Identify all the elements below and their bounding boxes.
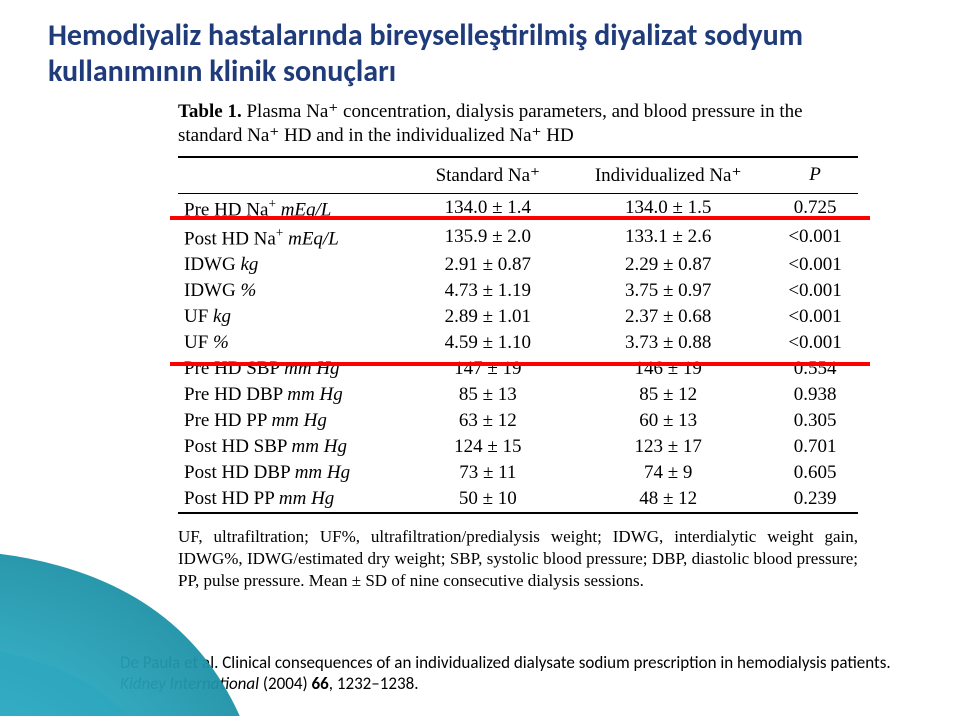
cell-ind: 2.37 ± 0.68	[564, 304, 772, 330]
cell-std: 73 ± 11	[411, 460, 564, 486]
cell-p: <0.001	[772, 223, 858, 252]
citation: De Paula et al. Clinical consequences of…	[120, 652, 912, 695]
cell-std: 63 ± 12	[411, 408, 564, 434]
cell-param: UF %	[178, 330, 411, 356]
cell-ind: 3.73 ± 0.88	[564, 330, 772, 356]
cell-std: 124 ± 15	[411, 434, 564, 460]
cell-std: 147 ± 19	[411, 356, 564, 382]
cell-param: Post HD Na+ mEq/L	[178, 223, 411, 252]
cell-ind: 85 ± 12	[564, 382, 772, 408]
table-caption: Table 1. Plasma Na⁺ concentration, dialy…	[178, 100, 858, 148]
cell-param: Post HD DBP mm Hg	[178, 460, 411, 486]
cell-ind: 74 ± 9	[564, 460, 772, 486]
cell-std: 2.91 ± 0.87	[411, 252, 564, 278]
cell-param: Pre HD PP mm Hg	[178, 408, 411, 434]
cell-param: IDWG kg	[178, 252, 411, 278]
citation-pages: , 1232–1238.	[329, 673, 419, 694]
table-row: UF %4.59 ± 1.103.73 ± 0.88<0.001	[178, 330, 858, 356]
cell-p: <0.001	[772, 304, 858, 330]
cell-p: <0.001	[772, 252, 858, 278]
citation-volume: 66	[312, 673, 329, 694]
table-container: Table 1. Plasma Na⁺ concentration, dialy…	[178, 100, 858, 591]
cell-param: UF kg	[178, 304, 411, 330]
table-row: Post HD Na+ mEq/L135.9 ± 2.0133.1 ± 2.6<…	[178, 223, 858, 252]
cell-std: 2.89 ± 1.01	[411, 304, 564, 330]
cell-std: 135.9 ± 2.0	[411, 223, 564, 252]
cell-p: <0.001	[772, 330, 858, 356]
citation-title: Clinical consequences of an individualiz…	[222, 652, 890, 673]
caption-lead: Table 1.	[178, 101, 242, 122]
cell-p: 0.239	[772, 486, 858, 513]
table-row: Pre HD PP mm Hg63 ± 1260 ± 130.305	[178, 408, 858, 434]
highlight-bar	[170, 216, 870, 220]
table-row: UF kg2.89 ± 1.012.37 ± 0.68<0.001	[178, 304, 858, 330]
cell-p: 0.938	[772, 382, 858, 408]
table-footnote: UF, ultrafiltration; UF%, ultrafiltratio…	[178, 526, 858, 591]
cell-std: 50 ± 10	[411, 486, 564, 513]
col-header-individualized: Individualized Na⁺	[564, 157, 772, 194]
cell-std: 4.73 ± 1.19	[411, 278, 564, 304]
cell-param: Pre HD SBP mm Hg	[178, 356, 411, 382]
col-header-p: P	[772, 157, 858, 194]
cell-p: 0.305	[772, 408, 858, 434]
cell-std: 4.59 ± 1.10	[411, 330, 564, 356]
cell-ind: 60 ± 13	[564, 408, 772, 434]
cell-param: Post HD SBP mm Hg	[178, 434, 411, 460]
cell-std: 85 ± 13	[411, 382, 564, 408]
cell-ind: 3.75 ± 0.97	[564, 278, 772, 304]
cell-param: Pre HD DBP mm Hg	[178, 382, 411, 408]
highlight-bar	[170, 362, 870, 366]
table-row: Post HD PP mm Hg50 ± 1048 ± 120.239	[178, 486, 858, 513]
cell-p: 0.554	[772, 356, 858, 382]
cell-ind: 146 ± 19	[564, 356, 772, 382]
cell-ind: 2.29 ± 0.87	[564, 252, 772, 278]
citation-year: (2004)	[263, 673, 312, 694]
table-row: Pre HD DBP mm Hg85 ± 1385 ± 120.938	[178, 382, 858, 408]
data-table: Standard Na⁺ Individualized Na⁺ P Pre HD…	[178, 156, 858, 515]
slide-title: Hemodiyaliz hastalarında bireyselleştiri…	[48, 18, 912, 90]
table-row: IDWG %4.73 ± 1.193.75 ± 0.97<0.001	[178, 278, 858, 304]
cell-ind: 48 ± 12	[564, 486, 772, 513]
citation-authors: De Paula et al.	[120, 652, 222, 673]
cell-ind: 123 ± 17	[564, 434, 772, 460]
col-header-standard: Standard Na⁺	[411, 157, 564, 194]
cell-p: 0.605	[772, 460, 858, 486]
caption-rest: Plasma Na⁺ concentration, dialysis param…	[178, 101, 803, 146]
col-header-param	[178, 157, 411, 194]
table-row: IDWG kg2.91 ± 0.872.29 ± 0.87<0.001	[178, 252, 858, 278]
cell-param: Post HD PP mm Hg	[178, 486, 411, 513]
table-row: Post HD SBP mm Hg124 ± 15123 ± 170.701	[178, 434, 858, 460]
citation-journal: Kidney International	[120, 673, 263, 694]
cell-p: <0.001	[772, 278, 858, 304]
cell-param: IDWG %	[178, 278, 411, 304]
table-row: Pre HD SBP mm Hg147 ± 19146 ± 190.554	[178, 356, 858, 382]
cell-ind: 133.1 ± 2.6	[564, 223, 772, 252]
cell-p: 0.701	[772, 434, 858, 460]
table-row: Post HD DBP mm Hg73 ± 1174 ± 90.605	[178, 460, 858, 486]
